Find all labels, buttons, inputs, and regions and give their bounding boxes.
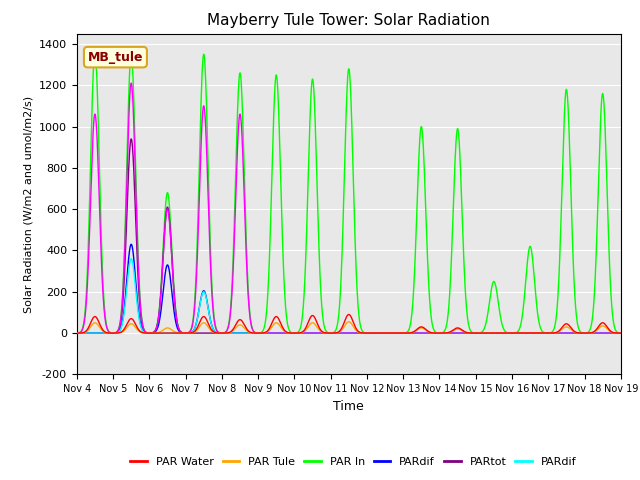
Title: Mayberry Tule Tower: Solar Radiation: Mayberry Tule Tower: Solar Radiation (207, 13, 490, 28)
Y-axis label: Solar Radiation (W/m2 and umol/m2/s): Solar Radiation (W/m2 and umol/m2/s) (24, 96, 33, 312)
Text: MB_tule: MB_tule (88, 51, 143, 64)
X-axis label: Time: Time (333, 400, 364, 413)
